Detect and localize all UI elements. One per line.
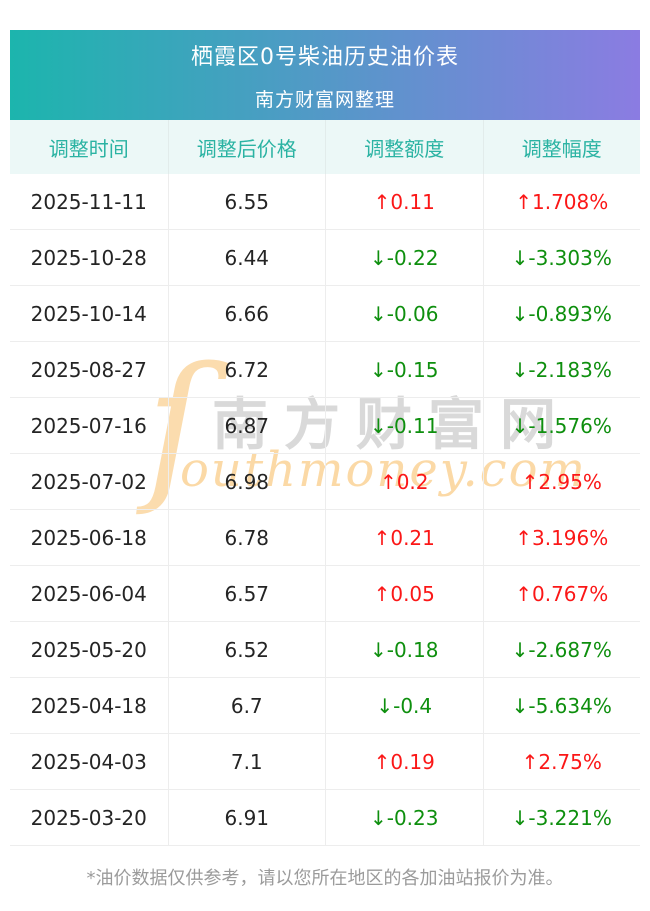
cell-change: ↑0.2 (325, 454, 483, 509)
cell-price: 6.52 (167, 622, 326, 677)
table-row: 2025-06-04 6.57 ↑0.05 ↑0.767% (10, 566, 640, 622)
cell-date: 2025-06-04 (30, 581, 147, 606)
cell-rate: ↑3.196% (482, 510, 641, 565)
cell-rate: ↓-5.634% (482, 678, 641, 733)
table-row: 2025-04-03 7.1 ↑0.19 ↑2.75% (10, 734, 640, 790)
cell-rate: ↑1.708% (482, 174, 641, 229)
cell-change: ↓-0.4 (325, 678, 483, 733)
cell-date: 2025-06-18 (30, 525, 147, 550)
cell-rate: ↓-1.576% (482, 398, 641, 453)
cell-change: ↓-0.22 (325, 230, 483, 285)
cell-rate: ↓-3.221% (482, 790, 641, 845)
cell-price: 6.78 (167, 510, 326, 565)
cell-change: ↓-0.23 (325, 790, 483, 845)
disclaimer-note: *油价数据仅供参考，请以您所在地区的各加油站报价为准。 (86, 868, 564, 889)
cell-price: 6.7 (167, 678, 326, 733)
cell-price: 6.55 (167, 174, 326, 229)
cell-date: 2025-07-16 (30, 413, 147, 438)
cell-price: 6.91 (167, 790, 326, 845)
table-row: 2025-05-20 6.52 ↓-0.18 ↓-2.687% (10, 622, 640, 678)
table-row: 2025-07-02 6.98 ↑0.2 ↑2.95% (10, 454, 640, 510)
cell-date: 2025-10-14 (30, 301, 147, 326)
table-header-row: 调整时间 调整后价格 调整额度 调整幅度 (10, 120, 640, 174)
cell-date: 2025-07-02 (30, 469, 147, 494)
table-row: 2025-10-14 6.66 ↓-0.06 ↓-0.893% (10, 286, 640, 342)
cell-change: ↑0.11 (325, 174, 483, 229)
table-row: 2025-11-11 6.55 ↑0.11 ↑1.708% (10, 174, 640, 230)
cell-rate: ↓-2.687% (482, 622, 641, 677)
cell-change: ↓-0.11 (325, 398, 483, 453)
cell-price: 6.87 (167, 398, 326, 453)
cell-rate: ↑2.75% (482, 734, 641, 789)
cell-date: 2025-11-11 (30, 189, 147, 214)
table-row: 2025-08-27 6.72 ↓-0.15 ↓-2.183% (10, 342, 640, 398)
cell-date: 2025-05-20 (30, 637, 147, 662)
cell-rate: ↑2.95% (482, 454, 641, 509)
cell-change: ↑0.21 (325, 510, 483, 565)
page-subtitle: 南方财富网整理 (254, 88, 395, 111)
cell-change: ↑0.19 (325, 734, 483, 789)
table-row: 2025-10-28 6.44 ↓-0.22 ↓-3.303% (10, 230, 640, 286)
table-row: 2025-07-16 6.87 ↓-0.11 ↓-1.576% (10, 398, 640, 454)
cell-rate: ↓-3.303% (482, 230, 641, 285)
cell-date: 2025-03-20 (30, 805, 147, 830)
column-header-date: 调整时间 (48, 136, 129, 161)
price-table: 调整时间 调整后价格 调整额度 调整幅度 2025-11-11 6.55 ↑0.… (10, 120, 640, 846)
cell-date: 2025-10-28 (30, 245, 147, 270)
cell-price: 6.66 (167, 286, 326, 341)
cell-change: ↑0.05 (325, 566, 483, 621)
cell-price: 6.98 (167, 454, 326, 509)
cell-rate: ↑0.767% (482, 566, 641, 621)
page-title: 栖霞区0号柴油历史油价表 (191, 44, 459, 70)
cell-date: 2025-08-27 (30, 357, 147, 382)
table-row: 2025-04-18 6.7 ↓-0.4 ↓-5.634% (10, 678, 640, 734)
cell-price: 6.57 (167, 566, 326, 621)
cell-change: ↓-0.15 (325, 342, 483, 397)
cell-change: ↓-0.18 (325, 622, 483, 677)
column-header-price: 调整后价格 (167, 120, 326, 174)
table-banner: 栖霞区0号柴油历史油价表 南方财富网整理 (10, 30, 640, 120)
table-row: 2025-03-20 6.91 ↓-0.23 ↓-3.221% (10, 790, 640, 846)
cell-rate: ↓-2.183% (482, 342, 641, 397)
column-header-change: 调整额度 (325, 120, 483, 174)
cell-price: 7.1 (167, 734, 326, 789)
cell-change: ↓-0.06 (325, 286, 483, 341)
column-header-rate: 调整幅度 (482, 120, 641, 174)
cell-date: 2025-04-03 (30, 749, 147, 774)
cell-price: 6.44 (167, 230, 326, 285)
cell-rate: ↓-0.893% (482, 286, 641, 341)
cell-price: 6.72 (167, 342, 326, 397)
table-row: 2025-06-18 6.78 ↑0.21 ↑3.196% (10, 510, 640, 566)
table-body: 2025-11-11 6.55 ↑0.11 ↑1.708% 2025-10-28… (10, 174, 640, 846)
cell-date: 2025-04-18 (30, 693, 147, 718)
